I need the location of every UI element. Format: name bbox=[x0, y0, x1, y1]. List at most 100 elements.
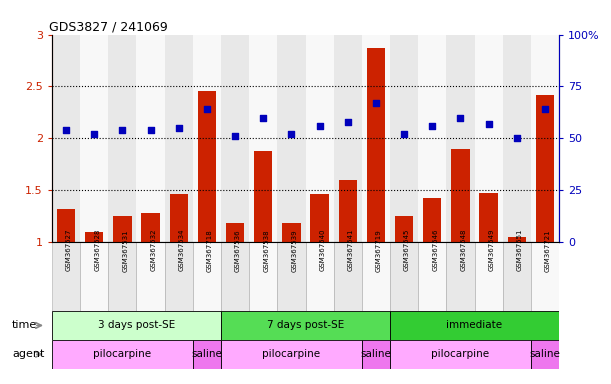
Text: saline: saline bbox=[191, 349, 222, 359]
Bar bbox=[170, 194, 188, 242]
Text: GSM367540: GSM367540 bbox=[320, 229, 326, 271]
Bar bbox=[249, 242, 277, 311]
Bar bbox=[221, 340, 362, 369]
Bar bbox=[198, 91, 216, 242]
Bar bbox=[306, 35, 334, 242]
Bar bbox=[136, 242, 164, 311]
Bar bbox=[80, 35, 108, 242]
Text: GSM367718: GSM367718 bbox=[207, 229, 213, 271]
Text: 3 days post-SE: 3 days post-SE bbox=[98, 320, 175, 331]
Bar bbox=[108, 242, 136, 311]
Bar bbox=[164, 35, 193, 242]
Text: pilocarpine: pilocarpine bbox=[431, 349, 489, 359]
Text: GSM367536: GSM367536 bbox=[235, 229, 241, 271]
Bar bbox=[508, 237, 526, 242]
Bar bbox=[249, 35, 277, 242]
Point bbox=[343, 119, 353, 125]
Point bbox=[399, 131, 409, 137]
Text: GSM367532: GSM367532 bbox=[150, 229, 156, 271]
Point bbox=[428, 123, 437, 129]
Bar bbox=[310, 194, 329, 242]
Text: GSM367548: GSM367548 bbox=[461, 229, 466, 271]
Bar bbox=[418, 242, 447, 311]
Text: GSM367541: GSM367541 bbox=[348, 229, 354, 271]
Bar bbox=[390, 311, 559, 340]
Bar bbox=[418, 35, 447, 242]
Bar bbox=[334, 242, 362, 311]
Point bbox=[258, 114, 268, 121]
Point bbox=[540, 106, 550, 112]
Bar bbox=[531, 340, 559, 369]
Bar bbox=[136, 35, 164, 242]
Bar bbox=[503, 242, 531, 311]
Text: GSM367538: GSM367538 bbox=[263, 229, 269, 271]
Bar bbox=[452, 149, 470, 242]
Bar bbox=[52, 311, 221, 340]
Text: GSM367549: GSM367549 bbox=[489, 229, 495, 271]
Bar bbox=[57, 209, 75, 242]
Bar bbox=[141, 213, 159, 242]
Text: 7 days post-SE: 7 days post-SE bbox=[267, 320, 344, 331]
Bar bbox=[531, 242, 559, 311]
Bar bbox=[367, 48, 385, 242]
Bar bbox=[447, 35, 475, 242]
Point bbox=[145, 127, 155, 133]
Point bbox=[456, 114, 466, 121]
Text: GSM367528: GSM367528 bbox=[94, 229, 100, 271]
Text: agent: agent bbox=[12, 349, 45, 359]
Text: GSM367534: GSM367534 bbox=[179, 229, 185, 271]
Bar bbox=[334, 35, 362, 242]
Text: pilocarpine: pilocarpine bbox=[93, 349, 152, 359]
Bar bbox=[480, 193, 498, 242]
Point bbox=[512, 135, 522, 141]
Bar bbox=[277, 35, 306, 242]
Bar bbox=[254, 151, 273, 242]
Bar bbox=[338, 180, 357, 242]
Point bbox=[117, 127, 127, 133]
Bar bbox=[193, 35, 221, 242]
Text: pilocarpine: pilocarpine bbox=[262, 349, 321, 359]
Text: GSM367531: GSM367531 bbox=[122, 229, 128, 271]
Bar bbox=[113, 216, 131, 242]
Point bbox=[371, 100, 381, 106]
Bar bbox=[193, 340, 221, 369]
Bar bbox=[536, 95, 554, 242]
Bar bbox=[390, 340, 531, 369]
Bar bbox=[108, 35, 136, 242]
Bar bbox=[475, 35, 503, 242]
Bar bbox=[221, 35, 249, 242]
Bar bbox=[52, 340, 193, 369]
Bar bbox=[423, 199, 441, 242]
Text: GSM367527: GSM367527 bbox=[66, 229, 72, 271]
Text: GSM367545: GSM367545 bbox=[404, 229, 410, 271]
Bar bbox=[80, 242, 108, 311]
Point bbox=[202, 106, 212, 112]
Text: GSM367546: GSM367546 bbox=[433, 229, 438, 271]
Text: saline: saline bbox=[360, 349, 392, 359]
Bar bbox=[226, 223, 244, 242]
Bar bbox=[362, 340, 390, 369]
Bar bbox=[390, 35, 418, 242]
Bar bbox=[193, 242, 221, 311]
Bar bbox=[52, 242, 80, 311]
Text: immediate: immediate bbox=[447, 320, 503, 331]
Bar bbox=[52, 35, 80, 242]
Bar bbox=[503, 35, 531, 242]
Text: GDS3827 / 241069: GDS3827 / 241069 bbox=[49, 20, 168, 33]
Point bbox=[287, 131, 296, 137]
Text: GSM367551: GSM367551 bbox=[517, 229, 523, 271]
Bar bbox=[447, 242, 475, 311]
Point bbox=[174, 125, 184, 131]
Text: GSM367719: GSM367719 bbox=[376, 229, 382, 271]
Bar bbox=[362, 242, 390, 311]
Bar bbox=[531, 35, 559, 242]
Bar bbox=[282, 223, 301, 242]
Bar bbox=[306, 242, 334, 311]
Bar bbox=[362, 35, 390, 242]
Point bbox=[315, 123, 324, 129]
Bar bbox=[164, 242, 193, 311]
Bar bbox=[475, 242, 503, 311]
Text: time: time bbox=[12, 320, 37, 331]
Bar bbox=[221, 311, 390, 340]
Bar bbox=[395, 216, 413, 242]
